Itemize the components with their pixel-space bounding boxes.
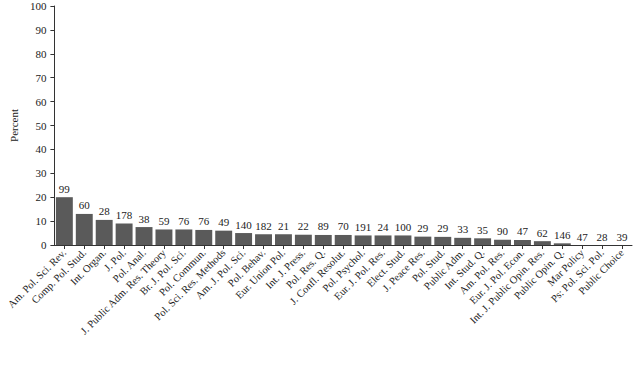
svg-text:Pol. Anal.: Pol. Anal. (110, 247, 148, 285)
svg-text:Ps: Pol. Sci. Pol.: Ps: Pol. Sci. Pol. (548, 247, 606, 305)
svg-text:0: 0 (41, 239, 47, 251)
svg-text:Comp. Pol. Stud.: Comp. Pol. Stud. (29, 247, 89, 306)
svg-text:59: 59 (158, 215, 170, 227)
svg-text:80: 80 (35, 48, 47, 60)
svg-text:20: 20 (35, 191, 47, 203)
svg-text:40: 40 (35, 143, 47, 155)
svg-text:29: 29 (417, 222, 429, 234)
svg-text:28: 28 (597, 231, 609, 243)
svg-text:76: 76 (178, 215, 190, 227)
svg-text:Elect. Stud.: Elect. Stud. (364, 247, 407, 290)
svg-text:76: 76 (198, 215, 210, 227)
svg-text:22: 22 (298, 220, 309, 232)
svg-text:49: 49 (218, 216, 230, 228)
svg-text:Public Adm.: Public Adm. (421, 247, 467, 292)
svg-text:35: 35 (477, 224, 489, 236)
svg-text:28: 28 (99, 205, 111, 217)
svg-text:Public Opin. Q.: Public Opin. Q. (511, 247, 567, 302)
svg-text:90: 90 (35, 24, 47, 36)
svg-text:191: 191 (355, 221, 372, 233)
svg-text:89: 89 (318, 220, 330, 232)
svg-text:Eur. Union Pol.: Eur. Union Pol. (233, 247, 288, 301)
svg-text:178: 178 (116, 209, 133, 221)
svg-text:Int. Organ.: Int. Organ. (68, 247, 108, 287)
svg-text:Pol. Psychol.: Pol. Psychol. (320, 247, 367, 294)
svg-text:Mar Policy: Mar Policy (545, 247, 587, 288)
svg-text:70: 70 (338, 220, 350, 232)
svg-text:Br. J. Pol. Sci.: Br. J. Pol. Sci. (137, 247, 188, 298)
svg-text:Am. J. Pol. Sci.: Am. J. Pol. Sci. (193, 247, 248, 302)
svg-text:62: 62 (537, 227, 548, 239)
svg-text:J. Confl. Resolut.: J. Confl. Resolut. (287, 247, 348, 307)
svg-text:Am. Pol. Res.: Am. Pol. Res. (457, 247, 507, 297)
svg-text:Percent: Percent (8, 109, 20, 142)
svg-text:140: 140 (235, 219, 252, 231)
svg-text:146: 146 (554, 229, 571, 241)
svg-text:33: 33 (457, 223, 469, 235)
svg-text:47: 47 (517, 225, 529, 237)
svg-text:39: 39 (617, 231, 629, 243)
svg-text:J. Pol.: J. Pol. (101, 247, 128, 274)
svg-text:70: 70 (35, 72, 47, 84)
svg-text:J. Public Adm. Res. Theory: J. Public Adm. Res. Theory (78, 247, 168, 337)
svg-text:J. Peace Res.: J. Peace Res. (380, 247, 427, 294)
svg-text:100: 100 (395, 221, 412, 233)
svg-text:60: 60 (79, 199, 91, 211)
svg-text:Eur. J. Pol. Econ.: Eur. J. Pol. Econ. (467, 247, 527, 307)
svg-text:50: 50 (35, 120, 47, 132)
svg-text:Public Choice: Public Choice (576, 247, 626, 297)
svg-text:Pol. Sci. Res. Methods: Pol. Sci. Res. Methods (152, 247, 228, 323)
svg-text:182: 182 (255, 220, 272, 232)
svg-text:100: 100 (30, 0, 47, 12)
svg-text:10: 10 (35, 215, 47, 227)
svg-text:Int. J. Public Opin. Res.: Int. J. Public Opin. Res. (467, 247, 547, 326)
svg-text:21: 21 (278, 220, 289, 232)
svg-text:Am. Pol. Sci. Rev.: Am. Pol. Sci. Rev. (5, 247, 69, 310)
svg-text:99: 99 (59, 183, 71, 195)
svg-text:24: 24 (378, 221, 390, 233)
svg-text:90: 90 (497, 225, 509, 237)
svg-text:Pol. Commun.: Pol. Commun. (156, 247, 208, 298)
svg-text:Eur. J. Pol. Res.: Eur. J. Pol. Res. (332, 247, 387, 303)
svg-text:60: 60 (35, 96, 47, 108)
svg-text:Pol. Stud.: Pol. Stud. (409, 247, 447, 284)
svg-text:30: 30 (35, 167, 47, 179)
svg-text:38: 38 (139, 213, 151, 225)
svg-text:Pol. Res. Q.: Pol. Res. Q. (283, 247, 328, 291)
svg-text:Int. Stud. Q.: Int. Stud. Q. (442, 247, 487, 292)
svg-text:Pol. Behav.: Pol. Behav. (225, 247, 268, 289)
svg-text:Int. J. Press.: Int. J. Press. (263, 247, 308, 291)
svg-text:29: 29 (437, 222, 449, 234)
svg-text:47: 47 (577, 231, 589, 243)
